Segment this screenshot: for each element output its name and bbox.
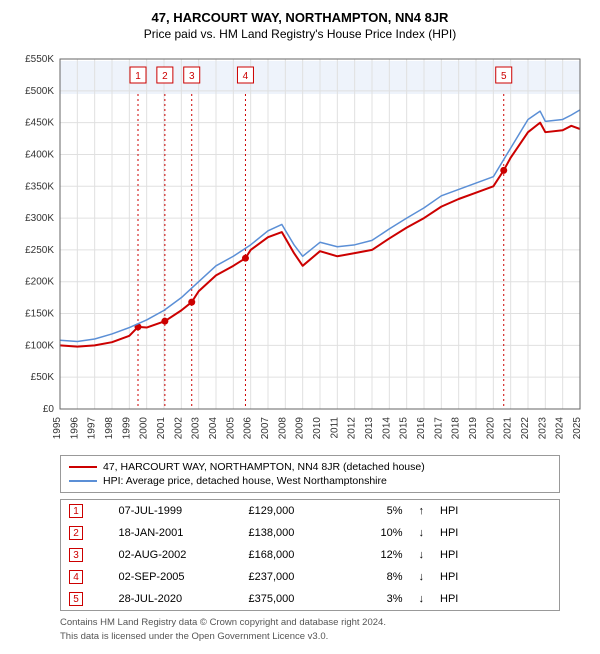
svg-text:£250K: £250K xyxy=(25,245,54,256)
legend-box: 47, HARCOURT WAY, NORTHAMPTON, NN4 8JR (… xyxy=(60,455,560,493)
tx-date: 28-JUL-2020 xyxy=(111,588,241,611)
svg-text:£550K: £550K xyxy=(25,54,54,65)
footnote-1: Contains HM Land Registry data © Crown c… xyxy=(60,617,560,629)
svg-text:2018: 2018 xyxy=(451,417,462,440)
svg-text:2011: 2011 xyxy=(329,417,340,439)
tx-direction-icon: ↓ xyxy=(411,522,433,544)
svg-text:2023: 2023 xyxy=(537,417,548,440)
tx-pct: 12% xyxy=(351,544,411,566)
tx-price: £168,000 xyxy=(241,544,351,566)
tx-price: £237,000 xyxy=(241,566,351,588)
svg-text:2005: 2005 xyxy=(225,417,236,440)
svg-text:2008: 2008 xyxy=(277,417,288,440)
svg-text:2014: 2014 xyxy=(381,417,392,440)
svg-text:£100K: £100K xyxy=(25,340,54,351)
chart-area: £0 £50K £100K £150K £200K £250K £300K £350K £400… xyxy=(10,49,590,449)
transactions-table: 107-JUL-1999£129,0005%↑HPI218-JAN-2001£1… xyxy=(60,499,560,611)
svg-text:£400K: £400K xyxy=(25,149,54,160)
tx-date: 18-JAN-2001 xyxy=(111,522,241,544)
svg-text:2000: 2000 xyxy=(139,417,150,440)
svg-text:£50K: £50K xyxy=(31,372,55,383)
tx-pct: 10% xyxy=(351,522,411,544)
svg-text:2017: 2017 xyxy=(433,417,444,440)
svg-text:2004: 2004 xyxy=(208,417,219,440)
svg-text:£500K: £500K xyxy=(25,86,54,97)
tx-number-badge: 2 xyxy=(69,526,83,540)
svg-text:£150K: £150K xyxy=(25,309,54,320)
line-chart-svg: £0 £50K £100K £150K £200K £250K £300K £350K £400… xyxy=(10,49,590,444)
svg-text:1997: 1997 xyxy=(87,417,98,440)
tx-number-badge: 3 xyxy=(69,548,83,562)
svg-text:1996: 1996 xyxy=(69,417,80,440)
tx-ref: HPI xyxy=(432,522,560,544)
tx-direction-icon: ↓ xyxy=(411,566,433,588)
tx-ref: HPI xyxy=(432,544,560,566)
svg-text:4: 4 xyxy=(243,71,249,82)
svg-text:2016: 2016 xyxy=(416,417,427,440)
chart-title: 47, HARCOURT WAY, NORTHAMPTON, NN4 8JR xyxy=(10,10,590,25)
table-row: 4 02-SEP-2005£237,0008%↓HPI xyxy=(61,566,560,588)
svg-text:2003: 2003 xyxy=(191,417,202,440)
legend-row: 47, HARCOURT WAY, NORTHAMPTON, NN4 8JR (… xyxy=(69,460,551,474)
svg-text:2021: 2021 xyxy=(503,417,514,440)
tx-date: 02-AUG-2002 xyxy=(111,544,241,566)
table-row: 2 18-JAN-2001£138,00010%↓HPI xyxy=(61,522,560,544)
tx-number-badge: 5 xyxy=(69,592,83,606)
svg-text:2012: 2012 xyxy=(347,417,358,440)
svg-text:2007: 2007 xyxy=(260,417,271,440)
svg-text:1995: 1995 xyxy=(52,417,63,440)
table-row: 1 07-JUL-1999£129,0005%↑HPI xyxy=(61,500,560,523)
svg-text:5: 5 xyxy=(501,71,507,82)
svg-text:1999: 1999 xyxy=(121,417,132,440)
svg-text:2010: 2010 xyxy=(312,417,323,440)
tx-ref: HPI xyxy=(432,588,560,611)
svg-text:£0: £0 xyxy=(43,404,55,415)
svg-text:3: 3 xyxy=(189,71,195,82)
svg-text:£200K: £200K xyxy=(25,277,54,288)
svg-text:2001: 2001 xyxy=(156,417,167,440)
tx-direction-icon: ↑ xyxy=(411,500,433,523)
svg-text:2015: 2015 xyxy=(399,417,410,440)
table-row: 3 02-AUG-2002£168,00012%↓HPI xyxy=(61,544,560,566)
svg-text:2022: 2022 xyxy=(520,417,531,440)
svg-text:2024: 2024 xyxy=(555,417,566,440)
svg-text:2002: 2002 xyxy=(173,417,184,440)
tx-ref: HPI xyxy=(432,500,560,523)
tx-pct: 8% xyxy=(351,566,411,588)
footnote-2: This data is licensed under the Open Gov… xyxy=(60,631,560,643)
svg-text:2019: 2019 xyxy=(468,417,479,440)
svg-text:2006: 2006 xyxy=(243,417,254,440)
svg-text:2009: 2009 xyxy=(295,417,306,440)
tx-direction-icon: ↓ xyxy=(411,588,433,611)
tx-pct: 3% xyxy=(351,588,411,611)
tx-direction-icon: ↓ xyxy=(411,544,433,566)
tx-price: £375,000 xyxy=(241,588,351,611)
tx-number-badge: 1 xyxy=(69,504,83,518)
table-row: 5 28-JUL-2020£375,0003%↓HPI xyxy=(61,588,560,611)
tx-date: 02-SEP-2005 xyxy=(111,566,241,588)
tx-number-badge: 4 xyxy=(69,570,83,584)
svg-text:1: 1 xyxy=(135,71,141,82)
svg-text:£350K: £350K xyxy=(25,181,54,192)
svg-text:2020: 2020 xyxy=(485,417,496,440)
svg-text:2: 2 xyxy=(162,71,168,82)
legend-swatch xyxy=(69,466,97,468)
legend-swatch xyxy=(69,480,97,482)
tx-price: £138,000 xyxy=(241,522,351,544)
svg-text:1998: 1998 xyxy=(104,417,115,440)
tx-date: 07-JUL-1999 xyxy=(111,500,241,523)
svg-text:£450K: £450K xyxy=(25,118,54,129)
chart-subtitle: Price paid vs. HM Land Registry's House … xyxy=(10,27,590,41)
legend-label: HPI: Average price, detached house, West… xyxy=(103,475,387,487)
legend-row: HPI: Average price, detached house, West… xyxy=(69,474,551,488)
tx-pct: 5% xyxy=(351,500,411,523)
tx-ref: HPI xyxy=(432,566,560,588)
svg-text:2025: 2025 xyxy=(572,417,583,440)
tx-price: £129,000 xyxy=(241,500,351,523)
legend-label: 47, HARCOURT WAY, NORTHAMPTON, NN4 8JR (… xyxy=(103,461,425,473)
svg-text:2013: 2013 xyxy=(364,417,375,440)
svg-text:£300K: £300K xyxy=(25,213,54,224)
